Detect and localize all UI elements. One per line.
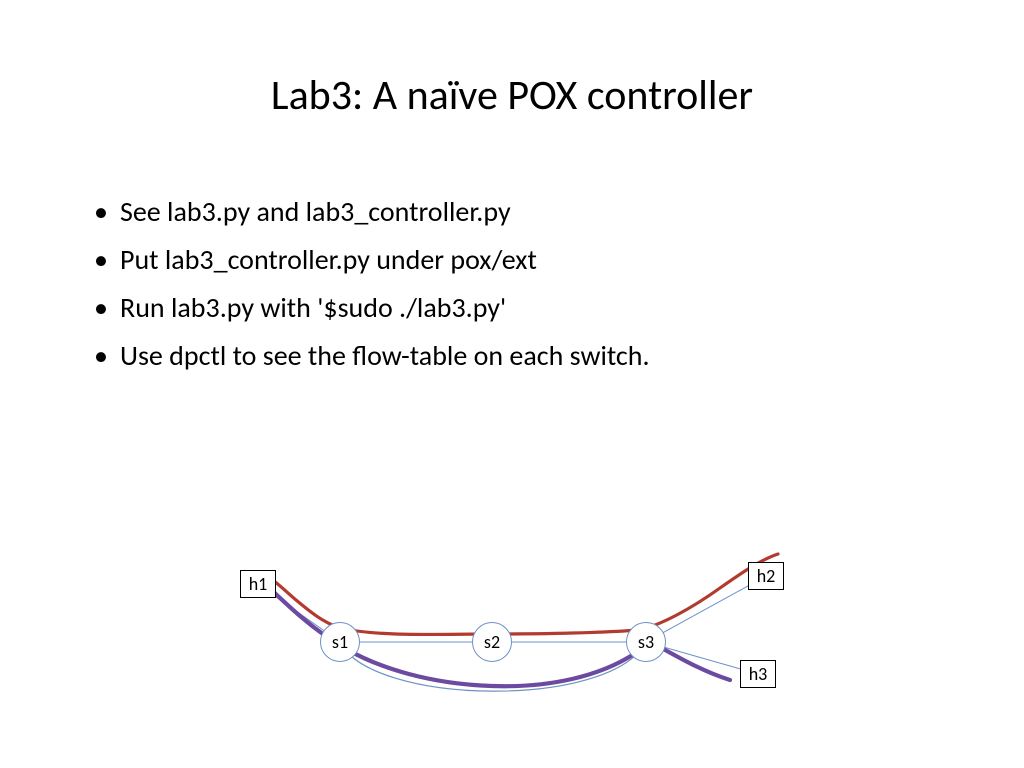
host-h2: h2: [748, 562, 784, 590]
switch-s2: s2: [472, 622, 512, 662]
bullet-item: See lab3.py and lab3_controller.py: [88, 188, 650, 236]
bullet-item: Run lab3.py with '$sudo ./lab3.py': [88, 284, 650, 332]
bullet-item: Use dpctl to see the flow-table on each …: [88, 332, 650, 380]
switch-s1: s1: [320, 622, 360, 662]
host-h3: h3: [740, 660, 776, 688]
bullet-list: See lab3.py and lab3_controller.pyPut la…: [88, 188, 650, 380]
bullet-item: Put lab3_controller.py under pox/ext: [88, 236, 650, 284]
network-diagram: h1 h2 h3 s1 s2 s3: [230, 550, 810, 720]
diagram-svg: [230, 550, 810, 720]
host-h1: h1: [240, 570, 276, 598]
slide: Lab3: A naïve POX controller See lab3.py…: [0, 0, 1024, 768]
slide-title: Lab3: A naïve POX controller: [0, 70, 1024, 121]
switch-s3: s3: [626, 622, 666, 662]
